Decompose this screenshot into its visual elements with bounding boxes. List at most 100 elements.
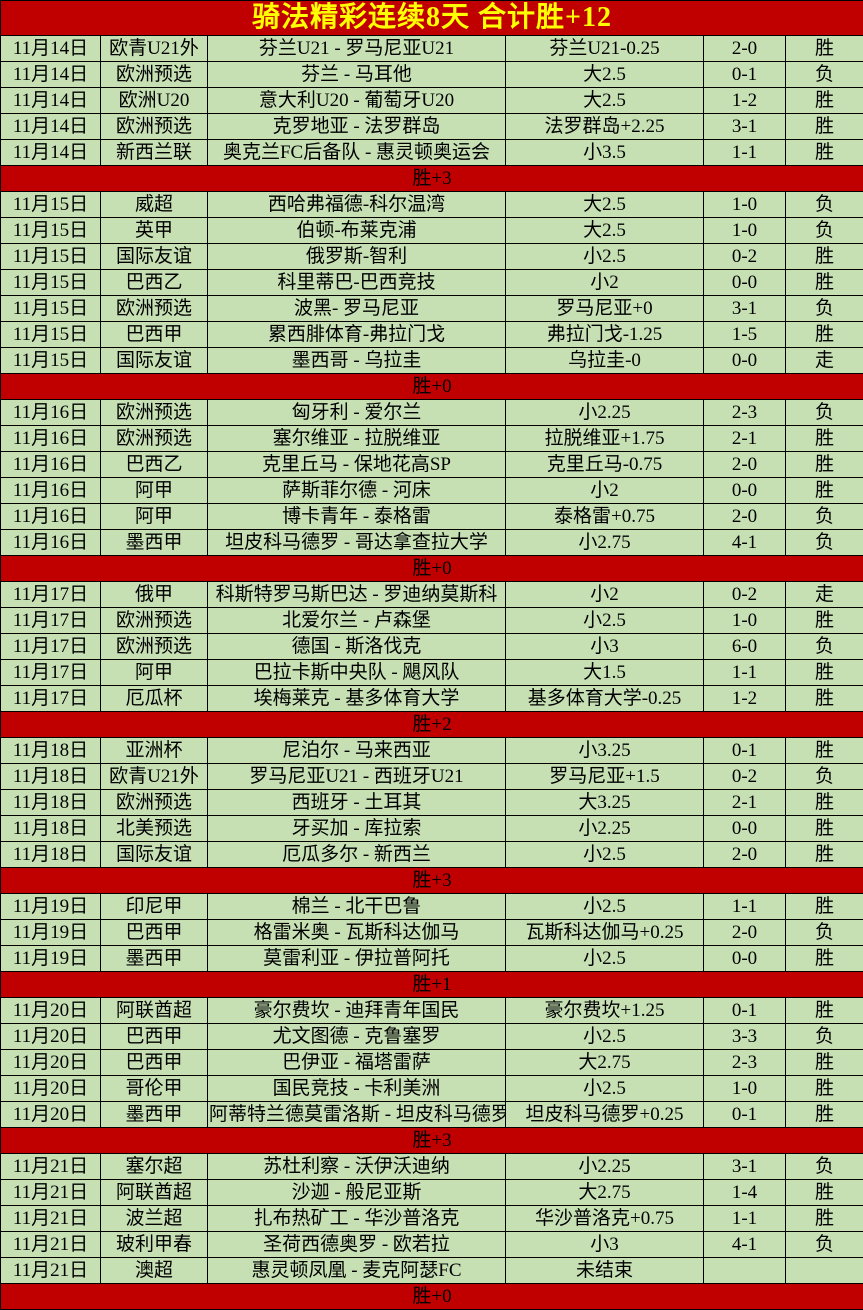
result-cell: 负 [786, 400, 863, 426]
match-cell: 科里蒂巴-巴西竞技 [208, 270, 506, 296]
result-cell: 胜 [786, 660, 863, 686]
handicap-cell: 大2.75 [506, 1050, 704, 1076]
handicap-cell: 克里丘马-0.75 [506, 452, 704, 478]
league-cell: 国际友谊 [101, 244, 208, 270]
league-cell: 阿甲 [101, 478, 208, 504]
table-row: 11月14日 欧洲U20 意大利U20 - 葡萄牙U20 大2.5 1-2 胜 [1, 88, 863, 114]
table-row: 11月21日 玻利甲春 圣荷西德奥罗 - 欧若拉 小3 4-1 负 [1, 1232, 863, 1258]
section-summary-row: 胜+1 [1, 972, 863, 998]
league-cell: 新西兰联 [101, 140, 208, 166]
section-summary-row: 胜+3 [1, 166, 863, 192]
score-cell: 1-0 [704, 1076, 786, 1102]
table-row: 11月18日 北美预选 牙买加 - 库拉索 小2.25 0-0 胜 [1, 816, 863, 842]
date-cell: 11月21日 [1, 1180, 101, 1206]
date-cell: 11月18日 [1, 842, 101, 868]
match-cell: 芬兰U21 - 罗马尼亚U21 [208, 36, 506, 62]
date-cell: 11月21日 [1, 1206, 101, 1232]
handicap-cell: 小2.5 [506, 244, 704, 270]
table-row: 11月18日 亚洲杯 尼泊尔 - 马来西亚 小3.25 0-1 胜 [1, 738, 863, 764]
league-cell: 欧洲预选 [101, 296, 208, 322]
table-row: 11月14日 新西兰联 奥克兰FC后备队 - 惠灵顿奥运会 小3.5 1-1 胜 [1, 140, 863, 166]
table-row: 11月15日 欧洲预选 波黑- 罗马尼亚 罗马尼亚+0 3-1 负 [1, 296, 863, 322]
score-cell: 2-1 [704, 426, 786, 452]
section-summary-row: 胜+2 [1, 712, 863, 738]
result-cell: 胜 [786, 1180, 863, 1206]
result-cell: 胜 [786, 946, 863, 972]
section-summary-cell: 胜+2 [1, 712, 863, 738]
table-row: 11月20日 巴西甲 巴伊亚 - 福塔雷萨 大2.75 2-3 胜 [1, 1050, 863, 1076]
score-cell: 2-0 [704, 842, 786, 868]
league-cell: 北美预选 [101, 816, 208, 842]
result-cell: 胜 [786, 998, 863, 1024]
match-cell: 意大利U20 - 葡萄牙U20 [208, 88, 506, 114]
handicap-cell: 小2.5 [506, 842, 704, 868]
table-row: 11月15日 巴西乙 科里蒂巴-巴西竞技 小2 0-0 胜 [1, 270, 863, 296]
league-cell: 欧青U21外 [101, 36, 208, 62]
result-cell: 负 [786, 218, 863, 244]
match-cell: 棉兰 - 北干巴鲁 [208, 894, 506, 920]
league-cell: 澳超 [101, 1258, 208, 1284]
table-row: 11月21日 澳超 惠灵顿凤凰 - 麦克阿瑟FC 未结束 [1, 1258, 863, 1284]
match-cell: 埃梅莱克 - 基多体育大学 [208, 686, 506, 712]
league-cell: 欧洲预选 [101, 426, 208, 452]
table-row: 11月16日 阿甲 博卡青年 - 泰格雷 泰格雷+0.75 2-0 负 [1, 504, 863, 530]
table-row: 11月14日 欧洲预选 芬兰 - 马耳他 大2.5 0-1 负 [1, 62, 863, 88]
handicap-cell: 小2.5 [506, 894, 704, 920]
result-cell: 胜 [786, 36, 863, 62]
date-cell: 11月17日 [1, 660, 101, 686]
league-cell: 欧洲预选 [101, 790, 208, 816]
date-cell: 11月17日 [1, 686, 101, 712]
table-row: 11月20日 哥伦甲 国民竞技 - 卡利美洲 小2.5 1-0 胜 [1, 1076, 863, 1102]
score-cell: 3-1 [704, 1154, 786, 1180]
match-cell: 克罗地亚 - 法罗群岛 [208, 114, 506, 140]
match-cell: 尼泊尔 - 马来西亚 [208, 738, 506, 764]
handicap-cell: 芬兰U21-0.25 [506, 36, 704, 62]
handicap-cell: 弗拉门戈-1.25 [506, 322, 704, 348]
match-cell: 厄瓜多尔 - 新西兰 [208, 842, 506, 868]
result-cell: 胜 [786, 1206, 863, 1232]
score-cell: 1-2 [704, 88, 786, 114]
date-cell: 11月17日 [1, 582, 101, 608]
date-cell: 11月20日 [1, 1050, 101, 1076]
league-cell: 欧洲U20 [101, 88, 208, 114]
handicap-cell: 小2.75 [506, 530, 704, 556]
match-cell: 伯顿-布莱克浦 [208, 218, 506, 244]
match-cell: 巴伊亚 - 福塔雷萨 [208, 1050, 506, 1076]
league-cell: 巴西乙 [101, 270, 208, 296]
section-summary-row: 胜+3 [1, 1128, 863, 1154]
result-cell: 负 [786, 504, 863, 530]
handicap-cell: 大1.5 [506, 660, 704, 686]
result-cell: 胜 [786, 270, 863, 296]
date-cell: 11月17日 [1, 634, 101, 660]
match-cell: 国民竞技 - 卡利美洲 [208, 1076, 506, 1102]
date-cell: 11月18日 [1, 738, 101, 764]
league-cell: 厄瓜杯 [101, 686, 208, 712]
section-summary-cell: 胜+3 [1, 166, 863, 192]
table-row: 11月17日 欧洲预选 北爱尔兰 - 卢森堡 小2.5 1-0 胜 [1, 608, 863, 634]
handicap-cell: 罗马尼亚+1.5 [506, 764, 704, 790]
match-cell: 西哈弗福德-科尔温湾 [208, 192, 506, 218]
match-cell: 巴拉卡斯中央队 - 飓风队 [208, 660, 506, 686]
handicap-cell: 大2.5 [506, 88, 704, 114]
score-cell: 3-3 [704, 1024, 786, 1050]
score-cell: 0-0 [704, 478, 786, 504]
league-cell: 巴西乙 [101, 452, 208, 478]
match-cell: 莫雷利亚 - 伊拉普阿托 [208, 946, 506, 972]
match-cell: 萨斯菲尔德 - 河床 [208, 478, 506, 504]
score-cell: 3-1 [704, 296, 786, 322]
table-row: 11月16日 墨西甲 坦皮科马德罗 - 哥达拿查拉大学 小2.75 4-1 负 [1, 530, 863, 556]
date-cell: 11月20日 [1, 998, 101, 1024]
date-cell: 11月17日 [1, 608, 101, 634]
handicap-cell: 小2.5 [506, 946, 704, 972]
handicap-cell: 乌拉圭-0 [506, 348, 704, 374]
match-cell: 尤文图德 - 克鲁塞罗 [208, 1024, 506, 1050]
match-cell: 苏杜利察 - 沃伊沃迪纳 [208, 1154, 506, 1180]
match-cell: 西班牙 - 土耳其 [208, 790, 506, 816]
date-cell: 11月14日 [1, 36, 101, 62]
result-cell: 胜 [786, 322, 863, 348]
handicap-cell: 坦皮科马德罗+0.25 [506, 1102, 704, 1128]
date-cell: 11月21日 [1, 1232, 101, 1258]
section-summary-row: 胜+0 [1, 1284, 863, 1310]
score-cell: 0-2 [704, 582, 786, 608]
table-row: 11月17日 欧洲预选 德国 - 斯洛伐克 小3 6-0 负 [1, 634, 863, 660]
